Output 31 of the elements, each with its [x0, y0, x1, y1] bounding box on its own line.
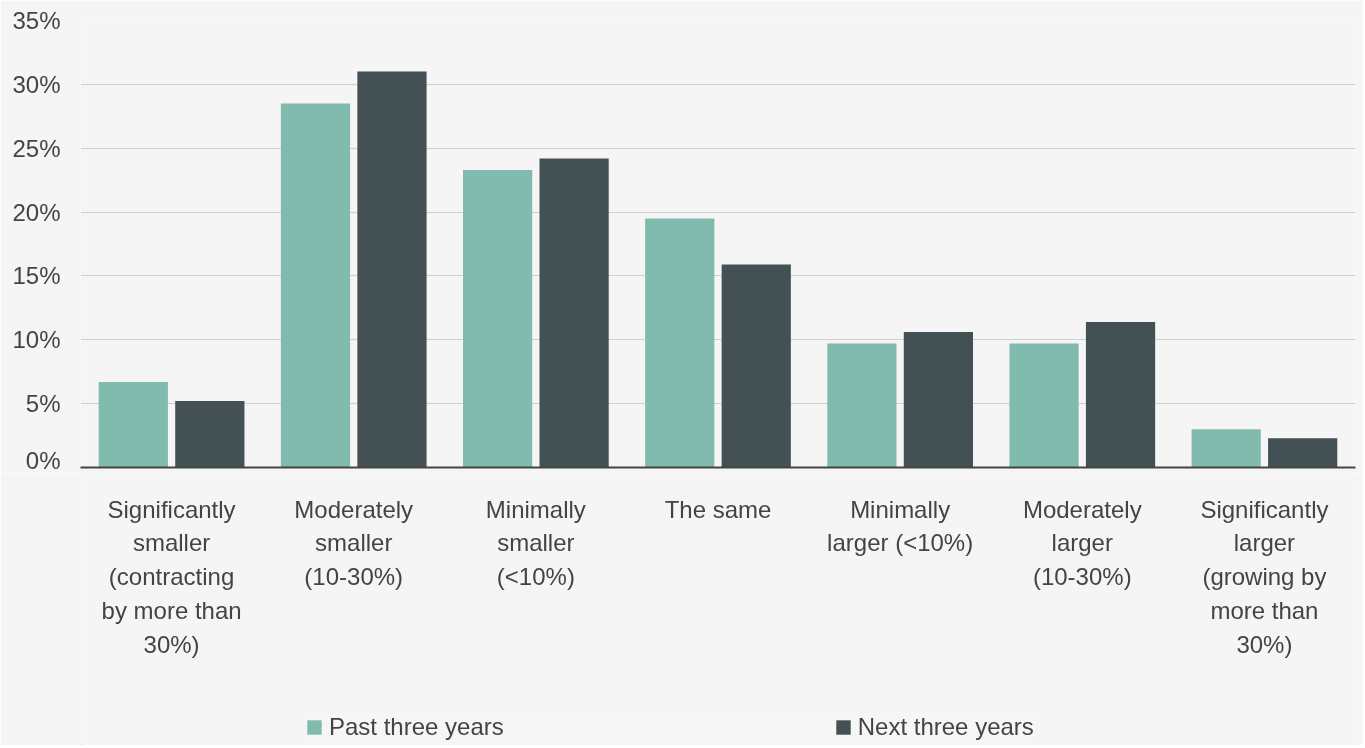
bar [1009, 343, 1079, 468]
x-tick-label: The same [664, 495, 772, 523]
x-tick-label: Minimally larger (<10%) [827, 495, 974, 557]
x-tick-label: Significantly larger (growing by more than 30%) [1200, 495, 1329, 658]
legend-label: Next three years [857, 713, 1034, 741]
bar [539, 158, 609, 468]
bar [903, 332, 973, 468]
y-tick-label: 5% [25, 390, 61, 418]
y-tick-label: 35% [12, 7, 61, 34]
bar [1268, 438, 1338, 468]
bar [1085, 321, 1156, 468]
y-tick-label: 25% [12, 134, 61, 162]
bar [1191, 429, 1261, 468]
bar [827, 343, 897, 468]
bar [98, 381, 168, 468]
bar [280, 103, 351, 468]
x-tick-label: Significantly smaller (contracting by more than 30%) [101, 495, 242, 658]
x-tick-label: Moderately larger (10-30%) [1022, 495, 1142, 590]
bar [721, 264, 791, 468]
y-tick-label: 15% [12, 262, 61, 290]
bar [645, 218, 715, 468]
x-tick-label: Minimally smaller (<10%) [485, 495, 586, 590]
bar [463, 169, 533, 468]
bar [357, 71, 427, 468]
y-tick-label: 10% [12, 326, 61, 354]
bar [175, 401, 245, 468]
y-tick-label: 0% [25, 446, 61, 474]
y-tick-label: 30% [12, 70, 61, 98]
y-tick-label: 20% [12, 198, 61, 226]
legend-label: Past three years [329, 713, 504, 741]
x-tick-label: Moderately smaller (10-30%) [294, 495, 414, 590]
